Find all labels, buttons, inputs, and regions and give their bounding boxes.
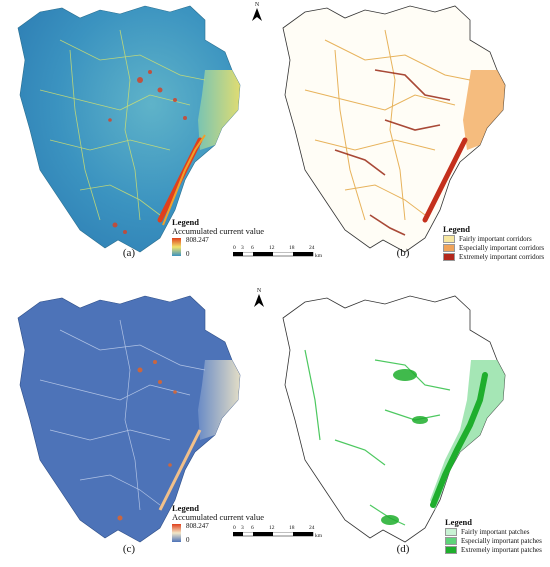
legend-item: Extremely important patches [445, 545, 542, 554]
scale-tick: 0 [233, 525, 236, 531]
east-gradient-zone [198, 70, 240, 150]
scale-tick: 6 [251, 525, 254, 531]
swatch-especially [443, 243, 455, 252]
panel-label: (a) [122, 247, 136, 259]
north-label: N [254, 2, 260, 8]
legend-item-label: Especially important patches [461, 536, 542, 545]
legend-caption: Accumulated current value [172, 512, 265, 522]
scale-tick: 3 [241, 525, 244, 531]
legend-caption: Accumulated current value [172, 226, 265, 236]
east-zone [463, 70, 505, 150]
swatch-extremely [445, 545, 457, 554]
scale-tick: 3 [241, 245, 244, 251]
panel-label: (b) [396, 247, 410, 259]
north-arrow-icon [252, 8, 262, 21]
north-label: N [256, 288, 262, 294]
hot-corridor-2 [162, 134, 206, 226]
scale-unit: km [315, 533, 323, 539]
legend-min: 0 [186, 250, 190, 258]
legend-max: 808.247 [186, 236, 209, 244]
legend-d: Legend Fairly important patches Especial… [445, 518, 542, 554]
patch-blobs [381, 369, 428, 525]
legend-c: Legend Accumulated current value 808.247… [172, 503, 265, 544]
scale-tick: 12 [269, 245, 275, 251]
map-panel-a: Legend Accumulated current value 808.247… [0, 0, 270, 265]
north-arrow-bottom: N [251, 288, 267, 310]
panel-label: (d) [396, 543, 410, 555]
legend-item: Especially important patches [445, 536, 542, 545]
corridor-network [304, 29, 471, 221]
scale-tick: 18 [289, 525, 295, 531]
network-lines [39, 29, 206, 221]
map-b-svg [282, 5, 506, 253]
warm-strip [158, 429, 202, 511]
scalebar-graphic [233, 532, 314, 537]
scale-tick: 0 [233, 245, 236, 251]
legend-item: Fairly important corridors [443, 234, 544, 243]
panel-label: (c) [122, 543, 136, 555]
legend-item-label: Fairly important patches [461, 527, 530, 536]
swatch-especially [445, 536, 457, 545]
east-gradient-zone [198, 360, 240, 440]
legend-min: 0 [186, 536, 190, 544]
scale-unit: km [315, 253, 323, 259]
map-panel-b: Legend Fairly important corridors Especi… [275, 0, 550, 265]
map-panel-d: Legend Fairly important patches Especial… [275, 290, 550, 565]
color-ramp [172, 524, 181, 542]
cluster-spots [108, 70, 187, 234]
legend-item-label: Extremely important corridors [459, 252, 545, 261]
legend-b: Legend Fairly important corridors Especi… [443, 225, 544, 261]
legend-item: Fairly important patches [445, 527, 542, 536]
hot-spots [117, 360, 177, 521]
scale-tick: 24 [309, 245, 315, 251]
legend-max: 808.247 [186, 522, 209, 530]
scale-tick: 12 [269, 525, 275, 531]
legend-a: Legend Accumulated current value 808.247… [172, 217, 265, 258]
legend-item: Extremely important corridors [443, 252, 544, 261]
extreme-patch-strip [430, 372, 488, 508]
legend-item-label: Extremely important patches [461, 545, 542, 554]
map-panel-c: Legend Accumulated current value 808.247… [0, 290, 270, 565]
swatch-fairly [445, 527, 457, 536]
swatch-extremely [443, 252, 455, 261]
scalebar-bottom: 0 3 6 12 18 24 km [233, 525, 323, 543]
map-c-svg [17, 295, 241, 543]
north-arrow-top: N [249, 2, 265, 24]
scalebar-top: 0 3 6 12 18 24 km [233, 245, 323, 263]
swatch-fairly [443, 234, 455, 243]
legend-title: Legend [172, 503, 199, 513]
legend-item: Especially important corridors [443, 243, 544, 252]
legend-title: Legend [443, 224, 470, 234]
scale-tick: 6 [251, 245, 254, 251]
map-d-svg [282, 295, 506, 543]
color-ramp [172, 238, 181, 256]
scalebar-graphic [233, 252, 314, 257]
north-arrow-icon [254, 294, 264, 307]
legend-item-label: Fairly important corridors [459, 234, 532, 243]
extreme-corridors [334, 69, 451, 236]
scale-tick: 24 [309, 525, 315, 531]
extreme-strip [422, 137, 468, 223]
legend-item-label: Especially important corridors [459, 243, 545, 252]
legend-title: Legend [172, 217, 199, 227]
map-a-svg [17, 5, 241, 253]
scale-tick: 18 [289, 245, 295, 251]
network-lines [39, 319, 206, 511]
legend-title: Legend [445, 517, 472, 527]
